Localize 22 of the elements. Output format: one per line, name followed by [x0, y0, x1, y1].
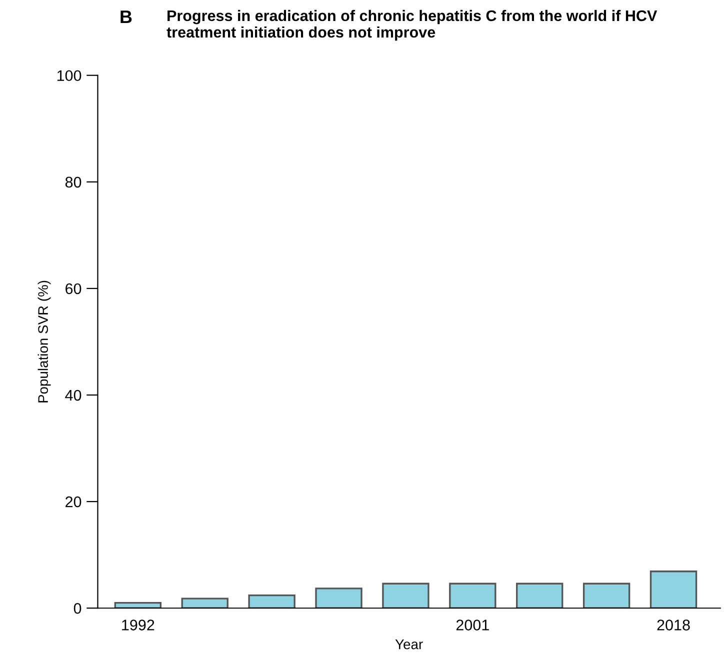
y-tick-label: 0 [74, 602, 82, 614]
bar [181, 598, 228, 608]
chart-title: Progress in eradication of chronic hepatitis C from the world if HCV treatment initiation does not improve [166, 10, 658, 41]
x-tick-label: 2018 [657, 620, 690, 630]
y-tick-label: 80 [65, 176, 82, 188]
y-axis-title: Population SVR (%) [38, 280, 51, 402]
bar [315, 588, 362, 608]
bar [650, 570, 698, 608]
y-tick-label: 40 [65, 390, 82, 401]
x-tick-label: 2001 [456, 620, 489, 630]
text: B [120, 10, 132, 23]
bar [114, 602, 162, 608]
bar [449, 582, 496, 608]
bar [382, 582, 430, 608]
y-tick-label: 20 [66, 496, 82, 508]
bar [582, 582, 630, 608]
y-tick-label: 100 [57, 70, 82, 82]
bar [248, 594, 296, 608]
x-axis-title: Year [395, 640, 423, 650]
x-tick-label: 1992 [122, 620, 154, 630]
bar [516, 582, 564, 608]
y-tick-label: 60 [66, 283, 82, 294]
